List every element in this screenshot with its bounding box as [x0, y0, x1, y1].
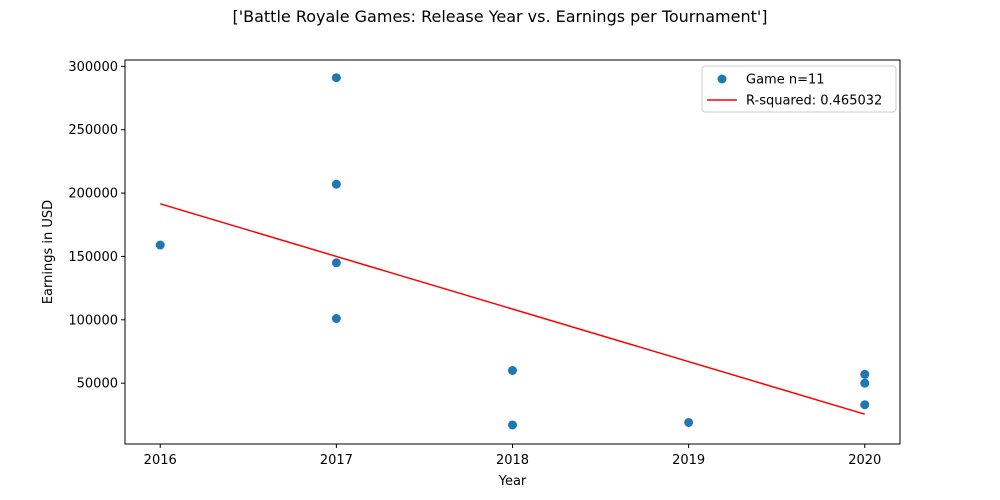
y-tick-label: 50000 — [77, 377, 118, 392]
plot-area — [124, 59, 901, 445]
plot-frame — [124, 59, 901, 445]
x-tick-label: 2018 — [496, 453, 529, 468]
data-point — [155, 240, 165, 250]
data-point — [331, 179, 341, 189]
data-point — [331, 73, 341, 83]
x-tick-label: 2019 — [672, 453, 705, 468]
x-axis: 2016 2017 2018 2019 2020 — [144, 444, 881, 468]
x-tick-label: 2016 — [144, 453, 177, 468]
y-tick-label: 250000 — [68, 123, 118, 138]
series-layer — [155, 73, 870, 430]
data-point — [331, 314, 341, 324]
data-point — [860, 400, 870, 410]
data-point — [508, 365, 517, 375]
legend-box — [701, 65, 897, 113]
x-tick-label: 2017 — [320, 453, 353, 468]
data-point — [860, 378, 870, 388]
y-tick-label: 200000 — [68, 187, 118, 202]
data-point — [331, 258, 341, 268]
y-tick-label: 100000 — [68, 313, 118, 328]
legend: Game n=11 R-squared: 0.465032 — [701, 65, 897, 113]
y-axis-label: Earnings in USD — [41, 200, 56, 304]
legend-marker-scatter — [717, 74, 727, 84]
data-point — [684, 417, 694, 427]
x-axis-label: Year — [498, 474, 527, 489]
legend-label: R-squared: 0.465032 — [746, 94, 882, 109]
data-point — [860, 369, 870, 379]
y-axis: 50000 100000 150000 200000 250000 300000 — [68, 60, 125, 392]
y-tick-label: 300000 — [68, 60, 118, 75]
regression-line — [160, 203, 865, 415]
data-point — [508, 420, 517, 430]
legend-label: Game n=11 — [746, 73, 825, 88]
y-tick-label: 150000 — [68, 250, 118, 265]
chart-title: ['Battle Royale Games: Release Year vs. … — [232, 7, 767, 26]
x-tick-label: 2020 — [848, 453, 881, 468]
